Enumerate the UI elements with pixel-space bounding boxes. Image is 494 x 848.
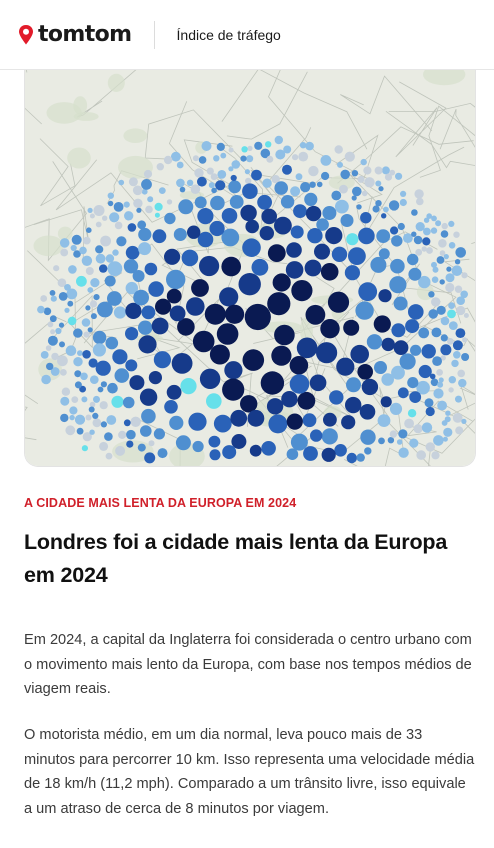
tomtom-logo[interactable]: tomtom: [18, 15, 132, 55]
london-traffic-map: [24, 70, 476, 467]
header-divider: [153, 20, 155, 49]
london-traffic-heatmap-icon: [25, 70, 475, 466]
site-header: tomtom Índice de tráfego: [0, 0, 494, 70]
article-kicker: A CIDADE MAIS LENTA DA EUROPA EM 2024: [24, 496, 297, 510]
logo-text: tomtom: [38, 22, 132, 47]
article-headline: Londres foi a cidade mais lenta da Europ…: [24, 530, 448, 587]
nav-link-traffic-index[interactable]: Índice de tráfego: [176, 26, 281, 43]
location-pin-icon: [19, 24, 33, 44]
article-paragraph-1: Em 2024, a capital da Inglaterra foi con…: [24, 632, 472, 697]
article-paragraph-2: O motorista médio, em um dia normal, lev…: [24, 727, 475, 817]
